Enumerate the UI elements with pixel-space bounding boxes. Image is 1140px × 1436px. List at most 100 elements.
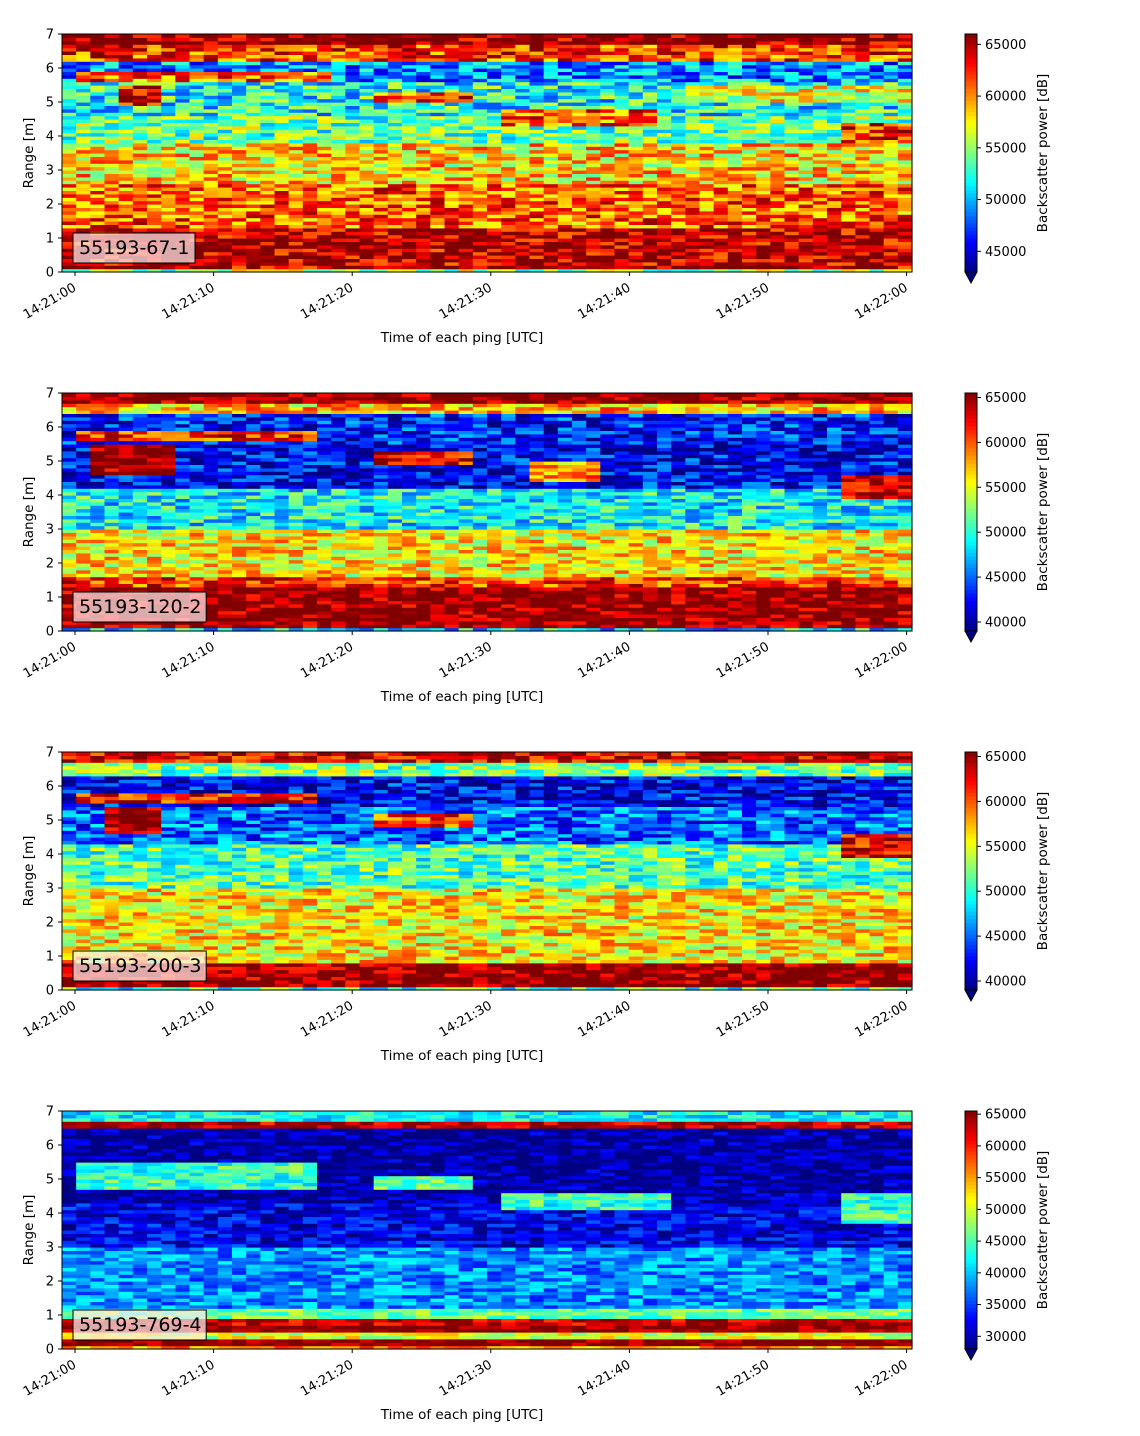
heatmap-cell: [883, 71, 899, 76]
heatmap-cell: [90, 108, 106, 113]
heatmap-cell: [189, 214, 205, 219]
heatmap-cell: [331, 183, 346, 188]
heatmap-cell: [713, 119, 729, 123]
heatmap-cell: [217, 149, 233, 154]
heatmap-cell: [515, 200, 531, 205]
heatmap-cell: [897, 142, 913, 147]
heatmap-cell: [76, 98, 91, 103]
heatmap-cell: [62, 112, 77, 117]
heatmap-cell: [586, 200, 601, 205]
heatmap-cell: [642, 139, 658, 144]
heatmap-cell: [402, 244, 417, 249]
heatmap-cell: [685, 37, 701, 42]
heatmap-cell: [713, 57, 729, 62]
heatmap-cell: [118, 413, 134, 418]
heatmap-cell: [855, 119, 871, 123]
heatmap-cell: [62, 197, 77, 202]
heatmap-cell: [62, 508, 77, 513]
heatmap-cell: [345, 54, 361, 59]
heatmap-cell: [798, 187, 814, 191]
heatmap-cell: [302, 180, 318, 185]
heatmap-cell: [628, 54, 644, 59]
heatmap-cell: [387, 105, 403, 110]
heatmap-cell: [501, 210, 516, 215]
heatmap-cell: [402, 105, 417, 110]
heatmap-cell: [104, 627, 120, 632]
heatmap-cell: [501, 122, 516, 127]
heatmap-cell: [345, 159, 361, 164]
heatmap-cell: [90, 586, 106, 591]
heatmap-cell: [557, 71, 573, 76]
heatmap-cell: [387, 122, 403, 127]
heatmap-cell: [671, 255, 686, 259]
heatmap-cell: [699, 108, 715, 113]
heatmap-cell: [189, 119, 205, 123]
heatmap-cell: [883, 248, 899, 253]
heatmap-cell: [444, 47, 460, 52]
heatmap-cell: [855, 156, 871, 161]
heatmap-cell: [812, 180, 828, 185]
heatmap-cell: [600, 37, 616, 42]
heatmap-cell: [557, 132, 573, 137]
heatmap-cell: [118, 146, 134, 151]
heatmap-cell: [132, 627, 148, 632]
heatmap-cell: [841, 98, 856, 103]
heatmap-cell: [685, 57, 701, 62]
heatmap-cell: [458, 88, 474, 93]
heatmap-cell: [600, 244, 616, 249]
heatmap-cell: [515, 156, 531, 161]
heatmap-cell: [104, 522, 120, 527]
heatmap-cell: [62, 85, 77, 89]
heatmap-cell: [147, 518, 162, 523]
heatmap-cell: [373, 61, 389, 66]
colorbar-segment: [965, 63, 977, 68]
heatmap-cell: [274, 248, 290, 253]
heatmap-cell: [557, 187, 573, 191]
heatmap-cell: [727, 197, 743, 202]
heatmap-cell: [444, 173, 460, 178]
heatmap-cell: [189, 37, 205, 42]
heatmap-cell: [62, 190, 77, 195]
heatmap-cell: [147, 627, 162, 632]
heatmap-cell: [600, 95, 616, 100]
heatmap-cell: [161, 444, 176, 448]
heatmap-cell: [827, 159, 842, 164]
heatmap-cell: [62, 467, 77, 472]
heatmap-cell: [685, 170, 701, 174]
heatmap-cell: [76, 193, 91, 198]
heatmap-cell: [572, 108, 587, 113]
heatmap-cell: [798, 132, 814, 137]
heatmap-cell: [232, 64, 247, 69]
heatmap-cell: [232, 234, 247, 239]
heatmap-cell: [288, 241, 304, 246]
heatmap-cell: [76, 119, 91, 123]
heatmap-cell: [147, 481, 162, 486]
heatmap-cell: [317, 64, 332, 69]
heatmap-cell: [671, 57, 686, 62]
heatmap-cell: [161, 68, 176, 72]
heatmap-cell: [62, 105, 77, 110]
heatmap-cell: [472, 227, 488, 232]
heatmap-cell: [189, 549, 205, 554]
heatmap-cell: [387, 159, 403, 164]
heatmap-cell: [685, 234, 701, 239]
heatmap-cell: [175, 518, 191, 523]
heatmap-cell: [62, 238, 77, 242]
heatmap-cell: [175, 471, 191, 476]
heatmap-cell: [147, 556, 162, 561]
heatmap-cell: [699, 170, 715, 174]
heatmap-cell: [147, 44, 162, 49]
heatmap-cell: [543, 248, 559, 253]
heatmap-cell: [175, 200, 191, 205]
heatmap-cell: [104, 454, 120, 459]
heatmap-cell: [657, 68, 672, 72]
heatmap-cell: [614, 88, 630, 93]
heatmap-cell: [76, 505, 91, 510]
heatmap-cell: [161, 505, 176, 510]
heatmap-cell: [232, 91, 247, 96]
heatmap-cell: [458, 71, 474, 76]
heatmap-cell: [430, 255, 446, 259]
heatmap-cell: [359, 95, 375, 100]
heatmap-cell: [90, 221, 106, 225]
heatmap-cell: [671, 47, 686, 52]
